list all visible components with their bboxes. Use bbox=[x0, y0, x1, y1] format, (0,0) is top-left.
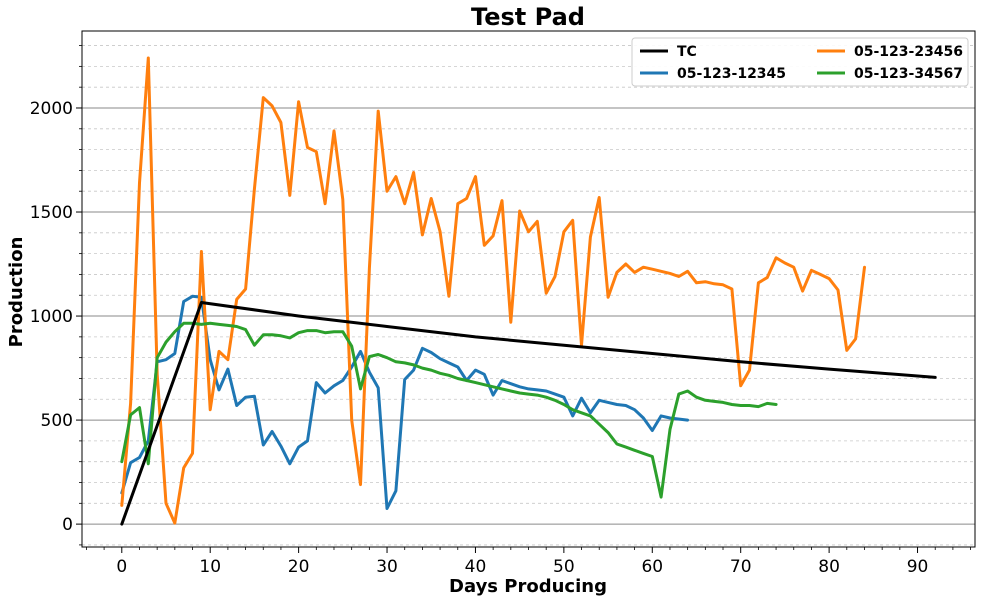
y-axis: 0 500 1000 1500 2000 bbox=[30, 45, 82, 546]
legend-entry: TC bbox=[640, 44, 697, 60]
legend-entry: 05-123-34567 bbox=[817, 66, 963, 82]
x-tick-label: 60 bbox=[641, 557, 663, 577]
y-tick-label: 0 bbox=[62, 515, 73, 535]
plot-background bbox=[82, 31, 975, 547]
legend-label: 05-123-34567 bbox=[854, 66, 963, 82]
minor-grid bbox=[82, 45, 975, 546]
legend-label: 05-123-23456 bbox=[854, 44, 963, 60]
x-tick-label: 10 bbox=[199, 557, 221, 577]
x-axis-label: Days Producing bbox=[449, 576, 607, 597]
chart-title: Test Pad bbox=[471, 3, 585, 31]
x-tick-label: 20 bbox=[288, 557, 310, 577]
x-tick-label: 30 bbox=[376, 557, 398, 577]
y-axis-label: Production bbox=[6, 237, 27, 348]
legend-box bbox=[631, 37, 969, 87]
x-tick-label: 80 bbox=[818, 557, 840, 577]
legend-entry: 05-123-12345 bbox=[640, 66, 786, 82]
y-tick-label: 1500 bbox=[30, 203, 73, 223]
major-grid bbox=[82, 107, 975, 525]
series-line-05-123-23456 bbox=[120, 56, 866, 525]
series-layer bbox=[120, 56, 937, 526]
legend: TC 05-123-12345 05-123-23456 05-123-34567 bbox=[631, 37, 969, 87]
x-tick-label: 40 bbox=[465, 557, 487, 577]
x-axis: 0 10 20 30 40 50 60 70 80 90 bbox=[86, 547, 971, 577]
y-tick-label: 2000 bbox=[30, 99, 73, 119]
legend-label: TC bbox=[677, 44, 697, 60]
x-tick-label: 70 bbox=[730, 557, 752, 577]
legend-label: 05-123-12345 bbox=[677, 66, 786, 82]
series-line-05-123-34567 bbox=[120, 321, 778, 499]
x-tick-label: 90 bbox=[907, 557, 929, 577]
legend-entry: 05-123-23456 bbox=[817, 44, 963, 60]
x-tick-label: 50 bbox=[553, 557, 575, 577]
y-tick-label: 1000 bbox=[30, 307, 73, 327]
x-tick-label: 0 bbox=[116, 557, 127, 577]
series-line-tc bbox=[120, 301, 937, 526]
y-tick-label: 500 bbox=[41, 411, 73, 431]
plot-area bbox=[81, 30, 976, 548]
